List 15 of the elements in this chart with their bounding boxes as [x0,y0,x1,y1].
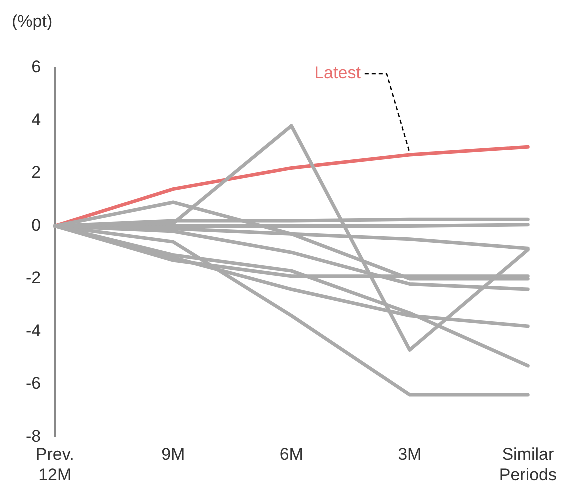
x-tick-label: 9M [162,445,186,464]
y-tick-label: 4 [32,110,42,130]
x-tick-label: Similar Periods [499,445,557,484]
x-tick-label: Prev. 12M [36,445,74,484]
annotation: Latest [314,64,362,83]
x-tick-label: 3M [398,445,422,464]
y-tick-label: -8 [26,426,42,446]
y-tick-label: -2 [26,268,42,288]
y-tick-label: -6 [26,374,42,394]
y-tick-label: 0 [32,216,42,235]
y-tick-label: 2 [32,163,42,182]
y-tick-label: 6 [32,58,42,77]
y-axis-title: (%pt) [12,12,53,32]
y-tick-label: -4 [26,321,42,340]
x-tick-label: 6M [280,445,304,464]
